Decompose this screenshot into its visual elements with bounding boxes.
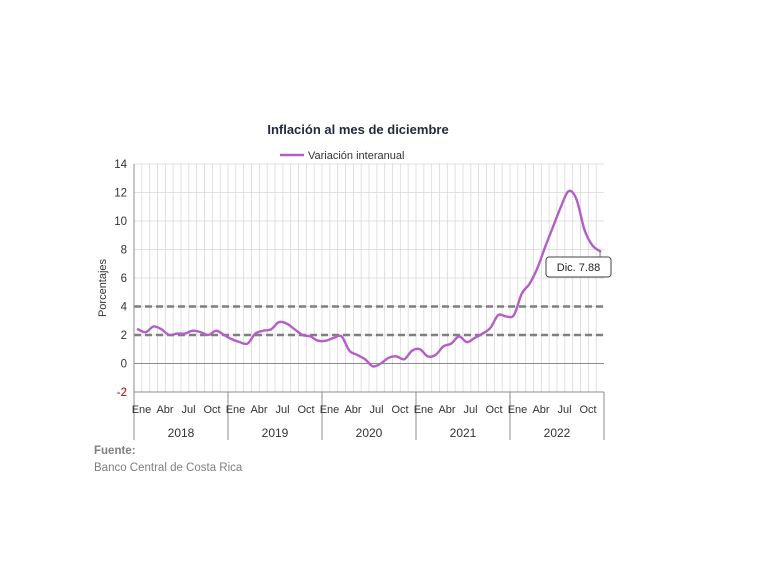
x-tick-label: Jul bbox=[557, 404, 571, 416]
x-tick-label: Oct bbox=[579, 404, 596, 416]
x-tick-label: Abr bbox=[344, 404, 361, 416]
y-tick-label: 4 bbox=[121, 302, 128, 314]
x-tick-label: Jul bbox=[369, 404, 383, 416]
y-tick-labels: -2 0 2 4 6 8 10 12 14 bbox=[114, 159, 127, 399]
x-tick-label: Abr bbox=[438, 404, 455, 416]
x-tick-label: Jul bbox=[275, 404, 289, 416]
y-tick-label: 2 bbox=[121, 330, 127, 342]
year-label: 2022 bbox=[544, 426, 571, 440]
axes bbox=[133, 164, 605, 440]
chart-title: Inflación al mes de diciembre bbox=[267, 122, 448, 137]
series-line-variacion-interanual bbox=[136, 189, 602, 368]
y-tick-label: 8 bbox=[121, 245, 127, 257]
reference-lines bbox=[134, 305, 604, 337]
x-tick-label: Oct bbox=[297, 404, 314, 416]
legend-series-name: Variación interanual bbox=[308, 150, 404, 162]
source-text: Banco Central de Costa Rica bbox=[94, 462, 243, 474]
x-tick-label: Jul bbox=[181, 404, 195, 416]
callout: Dic. 7.88 bbox=[545, 251, 612, 278]
y-tick-label: 10 bbox=[114, 216, 127, 228]
x-tick-label: Oct bbox=[203, 404, 220, 416]
y-tick-label: 6 bbox=[121, 273, 127, 285]
year-label: 2021 bbox=[450, 426, 477, 440]
y-tick-label: 14 bbox=[114, 159, 127, 171]
source-heading: Fuente: bbox=[94, 445, 136, 457]
y-tick-label: 12 bbox=[114, 188, 127, 200]
legend: Variación interanual bbox=[280, 150, 404, 162]
callout-label: Dic. 7.88 bbox=[557, 262, 600, 274]
x-tick-label: Ene bbox=[414, 404, 434, 416]
x-tick-label: Abr bbox=[532, 404, 549, 416]
x-tick-label: Ene bbox=[508, 404, 528, 416]
x-tick-labels: Ene Abr Jul Oct Ene Abr Jul Oct Ene Abr Jul Oct Ene A… bbox=[132, 404, 597, 416]
year-labels: 2018 2019 2020 2021 2022 bbox=[168, 426, 571, 440]
year-label: 2020 bbox=[356, 426, 383, 440]
x-tick-label: Abr bbox=[156, 404, 173, 416]
x-tick-label: Abr bbox=[250, 404, 267, 416]
y-tick-label: 0 bbox=[121, 359, 127, 371]
year-label: 2018 bbox=[168, 426, 195, 440]
x-tick-label: Oct bbox=[485, 404, 502, 416]
x-tick-label: Ene bbox=[132, 404, 152, 416]
y-axis-label: Porcentajes bbox=[97, 258, 109, 317]
x-tick-label: Oct bbox=[391, 404, 408, 416]
x-tick-label: Ene bbox=[226, 404, 246, 416]
x-tick-label: Ene bbox=[320, 404, 340, 416]
x-tick-label: Jul bbox=[463, 404, 477, 416]
y-tick-label: -2 bbox=[117, 387, 127, 399]
year-label: 2019 bbox=[262, 426, 289, 440]
callout-box bbox=[545, 256, 612, 278]
